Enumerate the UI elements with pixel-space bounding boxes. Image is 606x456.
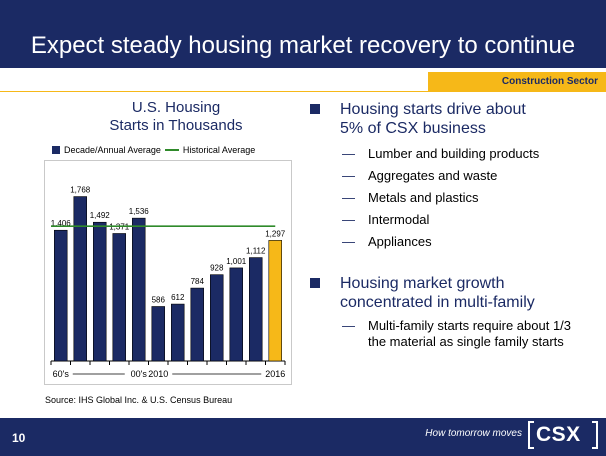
footer-bar: 10 How tomorrow moves CSX bbox=[0, 418, 606, 456]
chart-plot: 1,406 1,768 1,492 1,371 1,536 586 612 784 9281,0… bbox=[50, 186, 286, 379]
data-label: 1,492 bbox=[90, 211, 111, 220]
x-tick-label: 2010 bbox=[148, 369, 168, 379]
bullet-list: Housing starts drive about 5% of CSX bus… bbox=[306, 100, 596, 350]
sub-bullet: — Aggregates and waste bbox=[306, 168, 596, 184]
legend-line-label: Historical Average bbox=[182, 145, 256, 155]
csx-logo: CSX bbox=[528, 421, 598, 451]
slide-title: Expect steady housing market recovery to… bbox=[30, 32, 576, 59]
bar bbox=[268, 240, 282, 362]
data-label: 1,371 bbox=[109, 222, 130, 231]
data-label: 1,768 bbox=[70, 186, 91, 195]
bar bbox=[249, 257, 263, 362]
dash-icon: — bbox=[342, 318, 355, 333]
bar bbox=[112, 233, 126, 362]
bullet-housing-starts: Housing starts drive about 5% of CSX bus… bbox=[306, 100, 596, 138]
bullet-text-line: Housing starts drive about bbox=[340, 101, 526, 118]
chart-frame: 1,406 1,768 1,492 1,371 1,536 586 612 784 928 1,0… bbox=[44, 160, 292, 385]
chart-title-line-1: U.S. Housing bbox=[131, 99, 221, 116]
bar bbox=[190, 287, 204, 362]
data-label: 612 bbox=[171, 293, 185, 302]
title-bar: Expect steady housing market recovery to… bbox=[0, 0, 606, 72]
logo-text: CSX bbox=[536, 423, 581, 446]
sub-bullet-text: Multi-family starts require about 1/3 bbox=[368, 318, 572, 333]
chart-title-line-2: Starts in Thousands bbox=[109, 117, 243, 134]
bullet-multi-family: Housing market growth concentrated in mu… bbox=[306, 274, 596, 312]
dash-icon: — bbox=[342, 190, 355, 205]
data-label: 1,406 bbox=[51, 219, 72, 228]
dash-icon: — bbox=[342, 212, 355, 227]
bullet-text-line: Housing market growth bbox=[340, 275, 505, 292]
dash-icon: — bbox=[342, 168, 355, 183]
data-label: 1,297 bbox=[265, 229, 286, 238]
dash-icon: — bbox=[342, 234, 355, 249]
chart-legend: Decade/Annual Average Historical Average bbox=[52, 145, 255, 155]
logo-right-bracket bbox=[592, 421, 598, 449]
sub-bullet: — Appliances bbox=[306, 234, 596, 250]
data-label: 1,536 bbox=[129, 207, 150, 216]
sub-bullet-text: Metals and plastics bbox=[368, 190, 479, 205]
data-label: 1,001 bbox=[226, 257, 247, 266]
legend-bars-label: Decade/Annual Average bbox=[64, 145, 161, 155]
source-note: Source: IHS Global Inc. & U.S. Census Bu… bbox=[45, 395, 233, 405]
x-tick-label: 00's bbox=[131, 369, 148, 379]
logo-left-bracket bbox=[528, 421, 534, 449]
tagline: How tomorrow moves bbox=[425, 428, 522, 439]
bar bbox=[210, 274, 224, 362]
sector-badge: Construction Sector bbox=[428, 72, 606, 92]
bar bbox=[73, 196, 87, 362]
sub-bullet-text: Aggregates and waste bbox=[368, 168, 498, 183]
legend-line-swatch bbox=[164, 149, 179, 151]
sub-bullet: — Intermodal bbox=[306, 212, 596, 228]
sub-bullet-text: Appliances bbox=[368, 234, 432, 249]
sub-bullet-text: the material as single family starts bbox=[368, 334, 564, 349]
x-tick-label: 2016 bbox=[265, 369, 285, 379]
bar bbox=[151, 306, 165, 362]
bullet-text-line: concentrated in multi-family bbox=[340, 294, 535, 311]
data-label: 784 bbox=[191, 277, 205, 286]
sector-bar: Construction Sector bbox=[0, 72, 606, 92]
sector-divider bbox=[0, 91, 606, 92]
chart-title: U.S. Housing Starts in Thousands bbox=[90, 99, 262, 135]
data-label: 586 bbox=[152, 296, 166, 305]
bar bbox=[93, 221, 107, 362]
page-number: 10 bbox=[12, 431, 26, 445]
sub-bullet: — Lumber and building products bbox=[306, 146, 596, 162]
data-label: 928 bbox=[210, 264, 224, 273]
dash-icon: — bbox=[342, 146, 355, 161]
bullet-square-icon bbox=[310, 278, 320, 288]
sub-bullet: — Metals and plastics bbox=[306, 190, 596, 206]
bullet-square-icon bbox=[310, 104, 320, 114]
bar bbox=[171, 303, 185, 362]
sub-bullet-text: Intermodal bbox=[368, 212, 430, 227]
bar bbox=[132, 217, 146, 362]
sub-bullet-text: Lumber and building products bbox=[368, 146, 540, 161]
data-label: 1,112 bbox=[246, 247, 266, 256]
legend-bar-swatch bbox=[52, 146, 60, 154]
x-tick-label: 60's bbox=[53, 369, 70, 379]
sub-bullet: — Multi-family starts require about 1/3 … bbox=[306, 318, 596, 350]
bullet-text-line: 5% of CSX business bbox=[340, 120, 486, 137]
bar bbox=[229, 267, 243, 362]
bar bbox=[54, 229, 68, 362]
